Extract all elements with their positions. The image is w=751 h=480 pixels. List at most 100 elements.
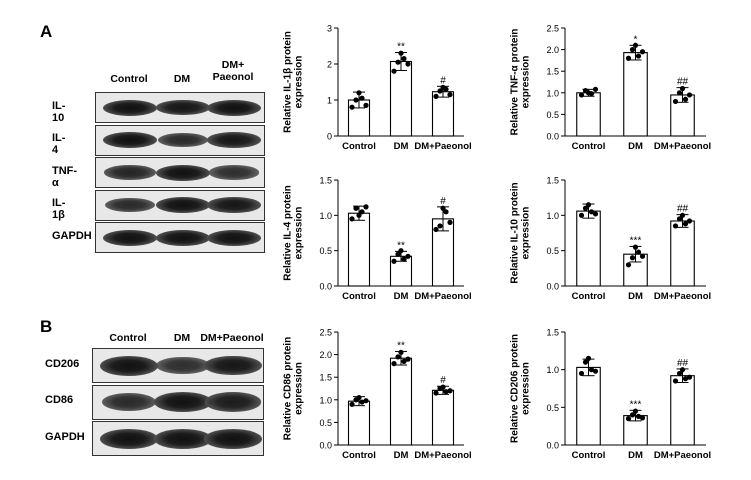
data-point [682,376,689,382]
protein-band [104,165,156,180]
y-axis-label: Relative CD206 proteinexpression [510,334,532,443]
protein-band [103,99,157,116]
y-tick-label: 0.0 [546,282,559,292]
data-point [639,415,646,421]
y-tick-label: 1.5 [546,67,559,77]
y-tick-label: 2.0 [546,45,559,55]
data-point [639,253,646,259]
protein-band [101,393,157,411]
data-point [433,226,439,233]
data-point [585,355,592,361]
data-point [639,49,646,55]
y-axis-label: Relative CD86 proteinexpression [283,337,305,440]
blot-strip [95,189,265,221]
x-tick-label: DM+Paeonol [654,291,711,302]
significance-label: ## [677,77,689,88]
blot-row-label: TNF-α [52,164,78,189]
bar [670,375,695,446]
significance-label: ** [397,340,405,351]
data-point [391,258,397,264]
protein-band [156,229,210,246]
x-tick-label: Control [572,141,606,152]
x-tick-label: DM+Paeonol [654,450,711,461]
data-point [672,98,679,105]
protein-band [103,229,157,246]
x-tick-label: DM [628,291,643,302]
data-point [672,223,679,229]
x-tick-label: Control [342,141,376,152]
data-point [629,47,636,53]
y-tick-label: 0.5 [319,418,332,428]
blot-strip [95,124,265,156]
data-point [437,223,443,229]
y-axis-label: Relative TNF-α proteinexpression [510,29,532,136]
y-tick-label: 0.0 [319,441,332,451]
y-tick-label: 1.5 [319,176,332,186]
bar [576,92,601,137]
y-tick-label: 1.0 [546,88,559,98]
blot-strip [92,384,264,420]
data-point [582,205,589,211]
data-point [578,212,585,218]
y-tick-label: 1.0 [319,395,332,405]
data-point [363,398,369,404]
data-point [353,205,359,211]
data-point [592,86,599,92]
y-tick-label: 1.5 [319,373,332,383]
data-point [585,202,592,208]
data-point [679,367,686,373]
y-axis-label: Relative IL-1β proteinexpression [283,31,305,133]
data-point [676,90,683,96]
data-point [679,85,686,92]
data-point [635,53,642,59]
data-point [359,209,365,215]
protein-band [157,132,209,148]
data-point [349,401,355,407]
data-point [625,55,632,61]
data-point [363,102,369,108]
data-point [686,374,693,380]
y-tick-label: 2.5 [319,328,332,338]
protein-band [204,392,262,412]
data-point [635,413,642,419]
protein-band [100,355,158,376]
data-point [356,212,362,218]
blot-strip [92,421,264,456]
blot-column-label: Control [110,73,148,85]
y-tick-label: 0.5 [546,403,559,413]
protein-band [154,428,212,449]
panel-letter-a: A [40,22,53,41]
blot-column-label: DM+Paeonol [200,332,264,344]
data-point [443,389,449,395]
bar [670,220,695,287]
data-point [588,209,595,215]
data-point [447,388,453,394]
data-point [395,354,401,360]
blot-column-label: DM [173,332,191,344]
data-point [632,244,639,250]
y-tick-label: 0.0 [319,282,332,292]
data-point [447,92,453,98]
data-point [356,394,362,401]
x-tick-label: DM+Paeonol [654,141,711,152]
data-point [437,88,443,94]
data-point [359,399,365,405]
blot-strip [95,92,265,123]
x-tick-label: DM+Paeonol [414,450,471,461]
significance-label: ## [677,204,689,215]
protein-band [154,392,212,412]
protein-band [156,164,210,181]
y-tick-label: 2.5 [546,24,559,34]
data-point [398,50,404,56]
protein-band [156,356,210,375]
y-tick-label: 0 [327,132,332,142]
cd86-bar-chart: Relative CD86 proteinexpression 0.0 0.5 1.0… [283,328,472,462]
x-tick-label: DM [394,141,409,152]
blot-column-label: DM+ Paeonol [212,59,254,83]
data-point [398,349,404,355]
protein-band [207,229,261,246]
data-point [629,255,636,261]
y-axis-label: Relative IL-10 proteinexpression [510,182,532,283]
blot-column-label: Control [109,332,147,344]
data-point [672,378,679,384]
